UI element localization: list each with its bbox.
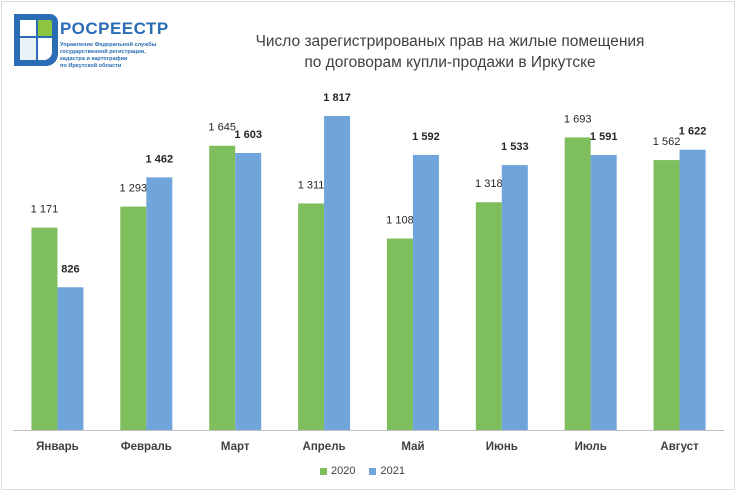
bar-2021-8 — [679, 149, 706, 430]
legend-label-2020: 2020 — [331, 465, 356, 477]
data-label-2021-1: 826 — [61, 263, 79, 275]
legend: 2020 2021 — [320, 465, 405, 477]
data-label-2021-4: 1 817 — [323, 92, 351, 104]
legend-swatch-2021 — [369, 467, 377, 475]
bar-2021-1 — [57, 287, 84, 430]
bar-2020-1 — [31, 227, 58, 430]
logo-name: РОСРЕЕСТР — [60, 19, 169, 38]
data-label-2021-3: 1 603 — [234, 129, 262, 141]
x-tick-label: Май — [401, 441, 424, 453]
logo-subtitle: Управление Федеральной службы государств… — [60, 42, 180, 70]
bar-2020-7 — [564, 137, 591, 431]
logo-subtitle-line: кадастра и картографии — [60, 56, 128, 62]
data-label-2021-2: 1 462 — [146, 153, 174, 165]
data-label-2020-2: 1 293 — [120, 183, 148, 195]
bar-2021-5 — [412, 154, 439, 431]
logo-subtitle-line: государственной регистрации, — [60, 49, 146, 55]
bar-2020-5 — [386, 238, 413, 430]
data-label-2021-7: 1 591 — [590, 131, 618, 143]
legend-item-2021: 2021 — [369, 465, 405, 477]
data-label-2020-4: 1 311 — [298, 179, 325, 191]
x-tick-label: Август — [660, 441, 699, 453]
chart-title-line: Число зарегистрированых прав на жилые по… — [255, 33, 645, 50]
bar-2020-6 — [475, 202, 502, 430]
x-tick-label: Апрель — [303, 441, 346, 453]
data-label-2021-6: 1 533 — [501, 141, 529, 153]
bar-2020-2 — [120, 206, 147, 430]
data-label-2020-8: 1 562 — [653, 136, 681, 148]
bar-2021-4 — [324, 116, 351, 430]
bar-2021-6 — [501, 165, 528, 430]
bar-2021-3 — [235, 152, 262, 430]
x-tick-label: Январь — [36, 441, 79, 453]
data-label-2020-1: 1 171 — [31, 204, 59, 216]
legend-swatch-2020 — [320, 467, 327, 475]
legend-item-2020: 2020 — [320, 465, 355, 477]
bar-2021-2 — [146, 177, 173, 430]
chart-title-line: по договорам купли-продажи в Иркутске — [304, 54, 596, 71]
bar-2020-8 — [653, 160, 680, 430]
bar-2021-7 — [590, 155, 617, 430]
bar-2020-3 — [209, 145, 236, 430]
x-tick-label: Март — [221, 441, 250, 453]
data-label-2020-5: 1 108 — [386, 215, 414, 227]
chart-title: Число зарегистрированых прав на жилые по… — [230, 31, 670, 73]
data-label-2021-5: 1 592 — [412, 131, 440, 143]
x-tick-label: Июль — [575, 441, 607, 453]
data-label-2020-3: 1 645 — [208, 122, 236, 134]
logo-subtitle-line: Управление Федеральной службы — [60, 42, 157, 48]
bar-2020-4 — [298, 203, 325, 430]
rosreestr-emblem-icon — [14, 14, 58, 66]
data-label-2020-6: 1 318 — [475, 178, 503, 190]
logo-subtitle-line: по Иркутской области — [60, 63, 122, 69]
legend-label-2021: 2021 — [380, 465, 405, 477]
x-tick-label: Июнь — [486, 441, 518, 453]
data-label-2020-7: 1 693 — [564, 113, 592, 125]
data-label-2021-8: 1 622 — [679, 126, 707, 138]
logo: РОСРЕЕСТР Управление Федеральной службы … — [10, 10, 170, 72]
x-tick-label: Февраль — [121, 441, 172, 453]
